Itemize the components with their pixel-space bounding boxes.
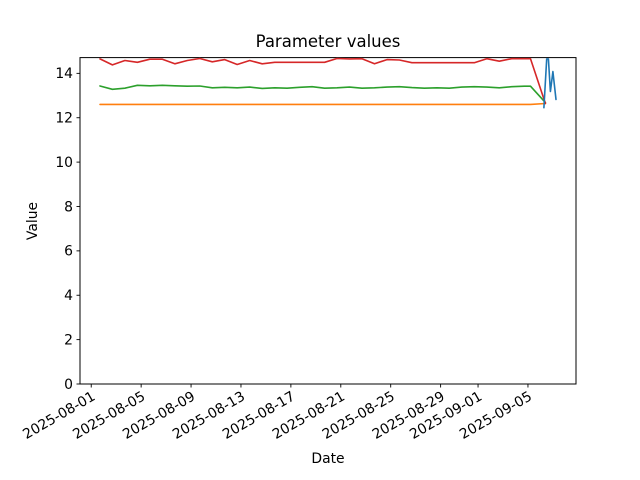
- y-tick-label: 4: [64, 288, 73, 304]
- series-lines: [99, 57, 557, 109]
- y-axis-label: Value: [25, 202, 41, 240]
- series-line-red: [99, 57, 547, 105]
- y-tick-label: 12: [55, 111, 73, 127]
- x-axis-label: Date: [311, 451, 344, 467]
- series-line-orange: [99, 102, 547, 106]
- y-tick-label: 14: [55, 66, 73, 82]
- chart-title: Parameter values: [256, 32, 401, 51]
- plot-area: [79, 57, 577, 385]
- series-line-green: [99, 84, 547, 104]
- y-tick-label: 8: [64, 199, 73, 215]
- y-axis-ticks: 0 2 4 6 8 10 12 14: [55, 66, 80, 393]
- x-axis-ticks: 2025-08-012025-08-052025-08-092025-08-13…: [20, 384, 535, 443]
- series-line-blue: [543, 58, 557, 109]
- y-tick-label: 2: [64, 332, 73, 348]
- y-tick-label: 10: [55, 155, 73, 171]
- y-tick-label: 6: [64, 244, 73, 260]
- y-tick-label: 0: [64, 377, 73, 393]
